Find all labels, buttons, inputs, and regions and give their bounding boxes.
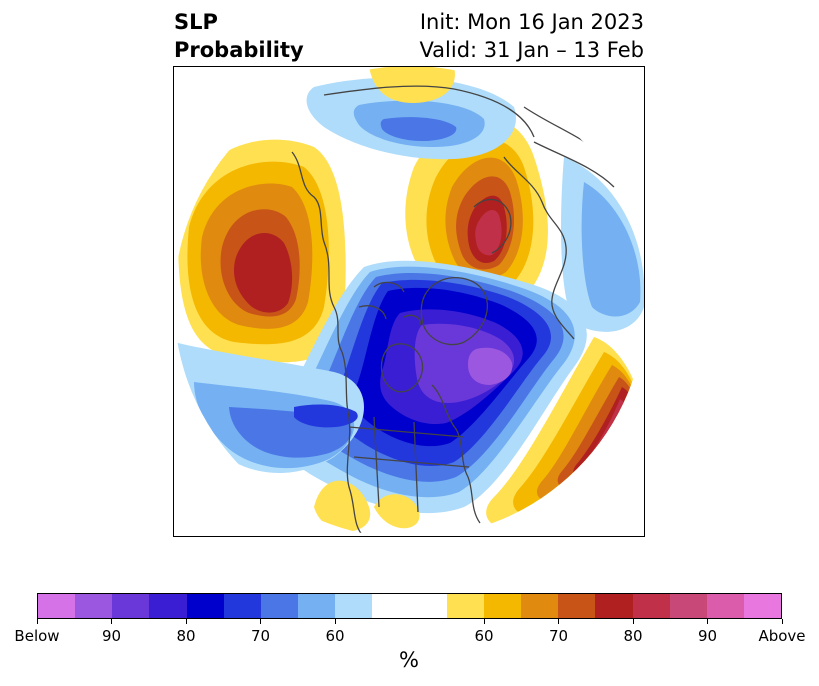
- colorbar-tick-mark: [558, 619, 559, 624]
- colorbar-tick-mark: [781, 619, 783, 624]
- mexico-high-yellow: [314, 480, 371, 532]
- colorbar-segment: [669, 594, 707, 618]
- title-right: Init: Mon 16 Jan 2023 Valid: 31 Jan – 13…: [419, 8, 644, 64]
- colorbar-tick-mark: [260, 619, 261, 624]
- colorbar-segment: [743, 594, 782, 618]
- colorbar-tick-label: 90: [101, 627, 122, 645]
- colorbar-segment: [75, 594, 113, 618]
- title-type: Probability: [174, 38, 304, 62]
- probability-field: [174, 67, 644, 536]
- colorbar-segment: [409, 594, 447, 618]
- alaska-coast: [291, 151, 343, 353]
- north-america-east-coast: [431, 384, 481, 524]
- colorbar-tick-mark: [36, 619, 38, 624]
- east-asia-low-skyblue: [581, 182, 641, 317]
- colorbar-segment: [186, 594, 224, 618]
- pacific-high-red: [233, 232, 293, 313]
- colorbar-tick-label: Below: [14, 627, 60, 645]
- colorbar-segment: [149, 594, 187, 618]
- init-date: Init: Mon 16 Jan 2023: [419, 10, 644, 34]
- colorbar-tick-label: 60: [474, 627, 494, 645]
- siberia-high-yellow: [369, 67, 455, 103]
- pacific-nw-low-blue: [294, 404, 358, 428]
- colorbar-segment: [521, 594, 559, 618]
- colorbar-tick-mark: [483, 619, 485, 624]
- colorbar-segment: [706, 594, 744, 618]
- colorbar-tick-mark: [111, 619, 112, 624]
- colorbar: [37, 593, 782, 619]
- canada-arctic-islands: [358, 281, 421, 326]
- colorbar-segment: [38, 594, 76, 618]
- colorbar-tick-mark: [707, 619, 708, 624]
- siberia-coast: [323, 85, 535, 138]
- scandinavia: [473, 198, 512, 254]
- colorbar-tick-label: Above: [758, 627, 806, 645]
- map-frame: [173, 66, 645, 537]
- colorbar-tick-label: 70: [548, 627, 569, 645]
- title-left: SLP Probability: [174, 8, 304, 64]
- europe-coast: [503, 156, 575, 340]
- colorbar-segment: [558, 594, 596, 618]
- colorbar-segment: [223, 594, 261, 618]
- canada-low-purple: [468, 347, 513, 385]
- colorbar-tick-label: 60: [325, 627, 345, 645]
- colorbar-segment: [335, 594, 373, 618]
- colorbar-segment: [595, 594, 633, 618]
- arctic-low-medblue: [380, 117, 457, 141]
- us-borders: [348, 416, 470, 513]
- valid-range: Valid: 31 Jan – 13 Feb: [419, 38, 644, 62]
- colorbar-tick-label: 80: [623, 627, 643, 645]
- mexico-high-yellow-2: [374, 494, 420, 529]
- title-variable: SLP: [174, 10, 218, 34]
- colorbar-tick-mark: [632, 619, 634, 624]
- colorbar-segment: [372, 594, 410, 618]
- colorbar-unit: %: [399, 648, 419, 672]
- colorbar-tick-label: 90: [697, 627, 718, 645]
- colorbar-tick-mark: [334, 619, 336, 624]
- colorbar-segment: [446, 594, 484, 618]
- colorbar-segment: [483, 594, 522, 618]
- colorbar-segment: [632, 594, 670, 618]
- colorbar-segment: [112, 594, 150, 618]
- polar-map: [174, 67, 644, 536]
- greenland: [420, 277, 488, 346]
- colorbar-tick-label: 80: [176, 627, 196, 645]
- colorbar-tick-label: 70: [250, 627, 271, 645]
- colorbar-segment: [260, 594, 299, 618]
- eurasia-high-crimson: [475, 210, 502, 256]
- hudson-bay: [380, 343, 424, 393]
- north-america-west-coast: [341, 351, 365, 536]
- colorbar-segment: [298, 594, 336, 618]
- colorbar-tick-mark: [185, 619, 187, 624]
